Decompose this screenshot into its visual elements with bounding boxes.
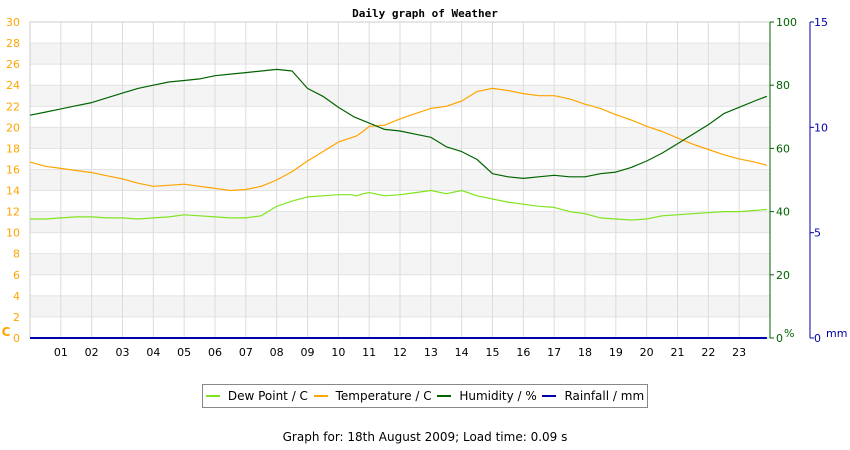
y-tick-label-left: 16	[6, 163, 20, 176]
x-tick-label: 10	[331, 346, 345, 359]
x-tick-label: 07	[239, 346, 253, 359]
y-tick-label-left: 26	[6, 58, 20, 71]
y-tick-label-left: 30	[6, 16, 20, 29]
y-tick-label-right1: 20	[776, 269, 790, 282]
y-tick-label-left: 18	[6, 142, 20, 155]
y-tick-label-right2: 5	[814, 227, 821, 240]
x-tick-label: 16	[516, 346, 530, 359]
y-tick-label-left: 2	[13, 311, 20, 324]
y-tick-label-left: 24	[6, 79, 20, 92]
chart-title: Daily graph of Weather	[352, 7, 498, 20]
x-tick-label: 08	[270, 346, 284, 359]
x-tick-label: 03	[116, 346, 130, 359]
legend-swatch-temperature	[313, 395, 328, 397]
series-line-dew-point	[30, 189, 767, 221]
y-tick-label-right2: 10	[814, 121, 828, 134]
y-tick-label-right2: 15	[814, 16, 828, 29]
legend-swatch-dew-point	[205, 395, 220, 397]
y-tick-label-left: 20	[6, 121, 20, 134]
legend-label-humidity: Humidity / %	[459, 389, 537, 403]
y-tick-label-right2: 0	[814, 332, 821, 345]
x-tick-label: 05	[177, 346, 191, 359]
x-tick-label: 09	[301, 346, 315, 359]
y-axis-unit-right2: mm	[826, 327, 847, 340]
x-tick-label: 06	[208, 346, 222, 359]
x-tick-label: 01	[54, 346, 68, 359]
y-tick-label-right1: 40	[776, 206, 790, 219]
x-tick-label: 04	[146, 346, 160, 359]
x-tick-label: 17	[547, 346, 561, 359]
y-tick-label-left: 10	[6, 227, 20, 240]
series-line-humidity	[29, 68, 768, 179]
legend-swatch-humidity	[437, 395, 452, 397]
footer-status: Graph for: 18th August 2009; Load time: …	[282, 430, 568, 444]
x-tick-label: 15	[486, 346, 500, 359]
x-tick-label: 02	[85, 346, 99, 359]
legend-item-temperature: Temperature / C	[313, 389, 432, 403]
x-tick-label: 14	[455, 346, 469, 359]
x-tick-label: 19	[609, 346, 623, 359]
y-tick-label-left: 22	[6, 100, 20, 113]
x-tick-label: 12	[393, 346, 407, 359]
y-tick-label-left: 4	[13, 290, 20, 303]
y-tick-label-left: 12	[6, 206, 20, 219]
y-axis-unit-left: C	[2, 325, 11, 339]
y-tick-label-right1: 60	[776, 142, 790, 155]
y-tick-label-right1: 80	[776, 79, 790, 92]
legend-item-dew-point: Dew Point / C	[205, 389, 308, 403]
y-axis-unit-right1: %	[784, 327, 794, 340]
y-tick-label-left: 8	[13, 248, 20, 261]
legend-label-rainfall: Rainfall / mm	[564, 389, 645, 403]
y-tick-label-left: 6	[13, 269, 20, 282]
x-tick-label: 20	[640, 346, 654, 359]
x-tick-label: 22	[701, 346, 715, 359]
chart-legend: Dew Point / C Temperature / C Humidity /…	[202, 384, 648, 408]
legend-label-temperature: Temperature / C	[335, 389, 432, 403]
y-tick-label-right1: 0	[776, 332, 783, 345]
x-tick-label: 21	[671, 346, 685, 359]
y-tick-label-left: 14	[6, 185, 20, 198]
series-line-temperature	[29, 87, 768, 192]
legend-label-dew-point: Dew Point / C	[227, 389, 308, 403]
y-tick-label-left: 28	[6, 37, 20, 50]
y-tick-label-right1: 100	[776, 16, 797, 29]
x-tick-label: 18	[578, 346, 592, 359]
legend-item-humidity: Humidity / %	[437, 389, 537, 403]
x-tick-label: 11	[362, 346, 376, 359]
x-tick-label: 13	[424, 346, 438, 359]
y-tick-label-left: 0	[13, 332, 20, 345]
legend-item-rainfall: Rainfall / mm	[542, 389, 644, 403]
x-tick-label: 23	[732, 346, 746, 359]
legend-swatch-rainfall	[542, 395, 557, 397]
